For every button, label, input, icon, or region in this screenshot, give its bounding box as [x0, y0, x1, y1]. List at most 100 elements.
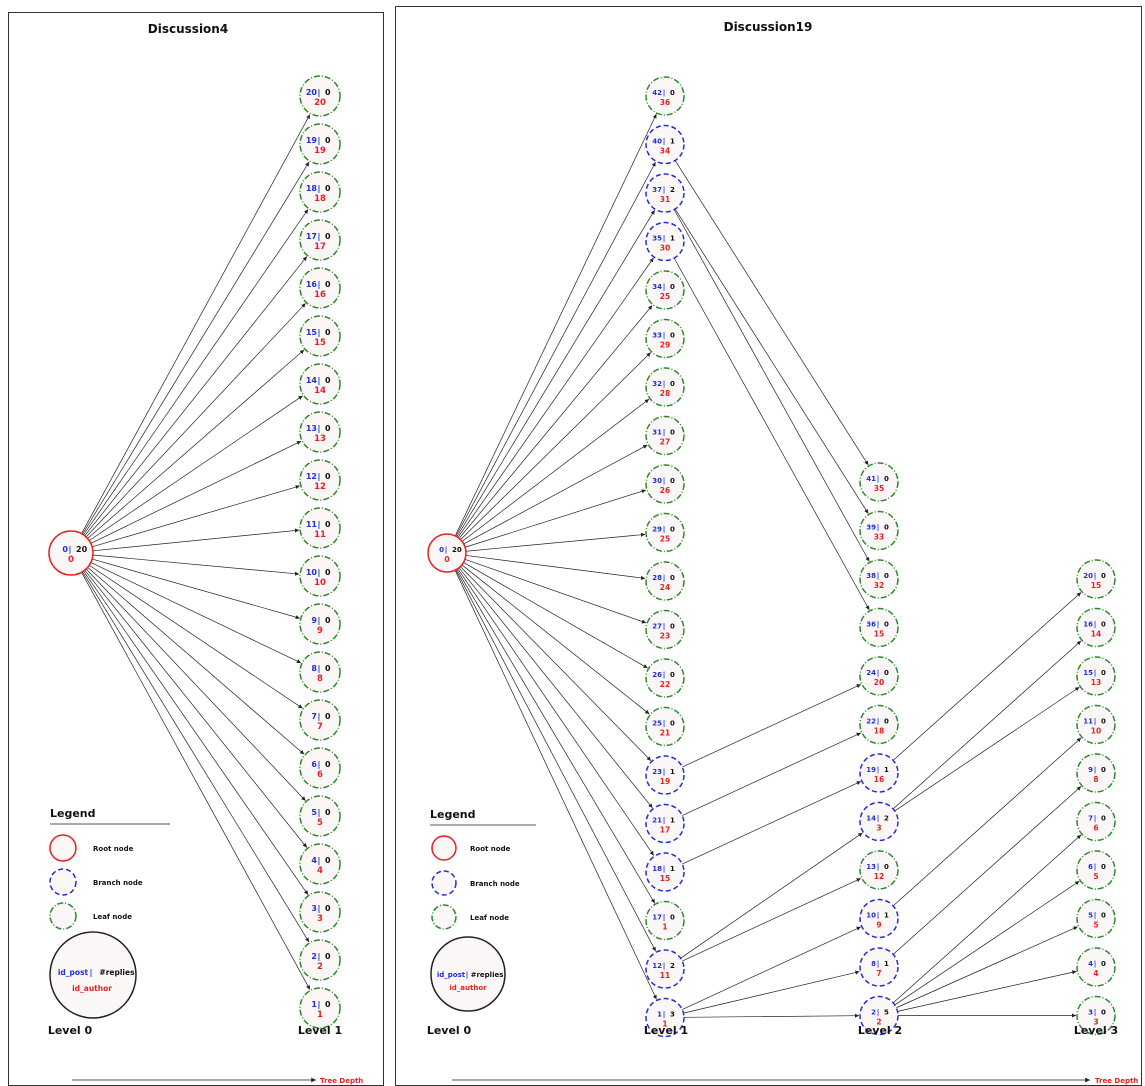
leaf-node[interactable]: 4 | 04 — [299, 843, 341, 885]
node-post-id: 23 — [652, 768, 662, 776]
root-node[interactable]: 0 | 200 — [48, 530, 94, 576]
legend-label: Root node — [470, 845, 511, 853]
reply-edge — [897, 970, 1077, 1012]
leaf-node[interactable]: 17 | 01 — [645, 900, 685, 941]
leaf-node[interactable]: 9 | 09 — [299, 603, 341, 645]
node-circle — [859, 947, 899, 987]
legend-key-replies: #replies — [471, 971, 504, 979]
branch-node[interactable]: 18 | 115 — [645, 852, 685, 892]
leaf-node[interactable]: 32 | 028 — [645, 367, 685, 407]
leaf-node[interactable]: 7 | 06 — [1076, 801, 1116, 842]
node-replies: 0 — [1101, 912, 1106, 920]
leaf-node[interactable]: 41 | 035 — [859, 462, 899, 502]
node-circle — [299, 171, 341, 213]
leaf-node[interactable]: 6 | 05 — [1076, 850, 1116, 890]
node-author-id: 11 — [314, 530, 326, 540]
leaf-node[interactable]: 42 | 036 — [645, 76, 685, 116]
leaf-node[interactable]: 38 | 032 — [859, 559, 899, 599]
branch-node[interactable]: 1 | 31 — [645, 997, 685, 1038]
reply-edge — [682, 926, 861, 1010]
leaf-node[interactable]: 3 | 03 — [299, 891, 341, 933]
leaf-node[interactable]: 11 | 010 — [1076, 704, 1116, 745]
node-circle — [859, 559, 899, 599]
branch-node[interactable]: 35 | 130 — [645, 221, 685, 262]
reply-edge — [894, 686, 1080, 812]
leaf-node[interactable]: 19 | 019 — [299, 123, 341, 165]
root-node[interactable]: 0 | 200 — [427, 533, 467, 573]
leaf-node[interactable]: 11 | 011 — [299, 507, 341, 549]
leaf-node[interactable]: 12 | 012 — [299, 459, 341, 501]
leaf-node[interactable]: 5 | 05 — [1076, 898, 1116, 939]
reply-edge — [682, 781, 861, 865]
leaf-node[interactable]: 7 | 07 — [299, 699, 341, 741]
node-separator: | — [877, 960, 880, 969]
leaf-node[interactable]: 39 | 033 — [859, 510, 899, 551]
leaf-node[interactable]: 16 | 014 — [1076, 607, 1116, 648]
branch-node[interactable]: 12 | 211 — [645, 949, 685, 989]
leaf-node[interactable]: 13 | 013 — [299, 411, 341, 453]
node-post-id: 13 — [306, 424, 317, 433]
leaf-node[interactable]: 15 | 015 — [299, 315, 341, 357]
branch-node[interactable]: 40 | 134 — [645, 124, 685, 165]
leaf-node[interactable]: 9 | 08 — [1076, 753, 1116, 793]
leaf-node[interactable]: 20 | 020 — [299, 75, 341, 117]
node-separator: | — [1094, 1009, 1097, 1018]
leaf-node[interactable]: 8 | 08 — [299, 651, 341, 693]
node-author-id: 11 — [660, 971, 670, 980]
leaf-node[interactable]: 3 | 03 — [1076, 995, 1116, 1036]
node-circle — [645, 852, 685, 892]
reply-edge — [892, 640, 1082, 810]
node-author-id: 8 — [1093, 775, 1098, 784]
node-post-id: 28 — [652, 574, 662, 582]
node-replies: 1 — [884, 766, 889, 774]
node-separator: | — [663, 914, 666, 923]
leaf-node[interactable]: 4 | 04 — [1076, 947, 1116, 987]
leaf-node[interactable]: 24 | 020 — [859, 656, 899, 696]
leaf-node[interactable]: 30 | 026 — [645, 464, 685, 504]
branch-node[interactable]: 37 | 231 — [645, 173, 685, 213]
leaf-node[interactable]: 33 | 029 — [645, 318, 685, 359]
node-post-id: 4 — [1088, 960, 1093, 968]
legend-label: Leaf node — [470, 914, 509, 922]
node-author-id: 5 — [1093, 921, 1098, 930]
leaf-node[interactable]: 10 | 010 — [299, 555, 341, 597]
node-separator: | — [318, 136, 321, 145]
leaf-node[interactable]: 29 | 025 — [645, 512, 685, 553]
leaf-node[interactable]: 26 | 022 — [645, 658, 685, 698]
leaf-node[interactable]: 16 | 016 — [299, 267, 341, 309]
branch-node[interactable]: 10 | 19 — [859, 898, 899, 939]
leaf-node[interactable]: 15 | 013 — [1076, 656, 1116, 696]
branch-node[interactable]: 19 | 116 — [859, 753, 899, 793]
leaf-node[interactable]: 36 | 015 — [859, 607, 899, 648]
reply-edge — [673, 257, 870, 611]
leaf-node[interactable]: 25 | 021 — [645, 706, 685, 747]
leaf-node[interactable]: 34 | 025 — [645, 270, 685, 310]
branch-node[interactable]: 2 | 52 — [859, 995, 899, 1036]
branch-node[interactable]: 8 | 17 — [859, 947, 899, 987]
leaf-node[interactable]: 2 | 02 — [299, 939, 341, 981]
leaf-node[interactable]: 5 | 05 — [299, 795, 341, 837]
node-separator: | — [663, 720, 666, 729]
leaf-node[interactable]: 14 | 014 — [299, 363, 341, 405]
leaf-node[interactable]: 28 | 024 — [645, 561, 685, 601]
branch-node[interactable]: 14 | 23 — [859, 801, 899, 842]
leaf-node[interactable]: 31 | 027 — [645, 415, 685, 456]
reply-edge — [457, 257, 654, 538]
leaf-node[interactable]: 1 | 01 — [299, 987, 341, 1029]
legend-key-node — [49, 931, 137, 1019]
node-post-id: 11 — [306, 520, 318, 529]
leaf-node[interactable]: 13 | 012 — [859, 850, 899, 890]
leaf-node[interactable]: 18 | 018 — [299, 171, 341, 213]
leaf-node[interactable]: 17 | 017 — [299, 219, 341, 261]
leaf-node[interactable]: 6 | 06 — [299, 747, 341, 789]
branch-node[interactable]: 23 | 119 — [645, 755, 685, 795]
node-replies: 0 — [1101, 960, 1106, 968]
node-replies: 0 — [670, 332, 675, 340]
leaf-node[interactable]: 22 | 018 — [859, 704, 899, 745]
node-post-id: 6 — [311, 760, 317, 769]
leaf-node[interactable]: 20 | 015 — [1076, 559, 1116, 599]
leaf-node[interactable]: 27 | 023 — [645, 609, 685, 650]
node-circle — [299, 555, 341, 597]
branch-node[interactable]: 21 | 117 — [645, 803, 685, 844]
level-label: Level 1 — [644, 1024, 688, 1037]
